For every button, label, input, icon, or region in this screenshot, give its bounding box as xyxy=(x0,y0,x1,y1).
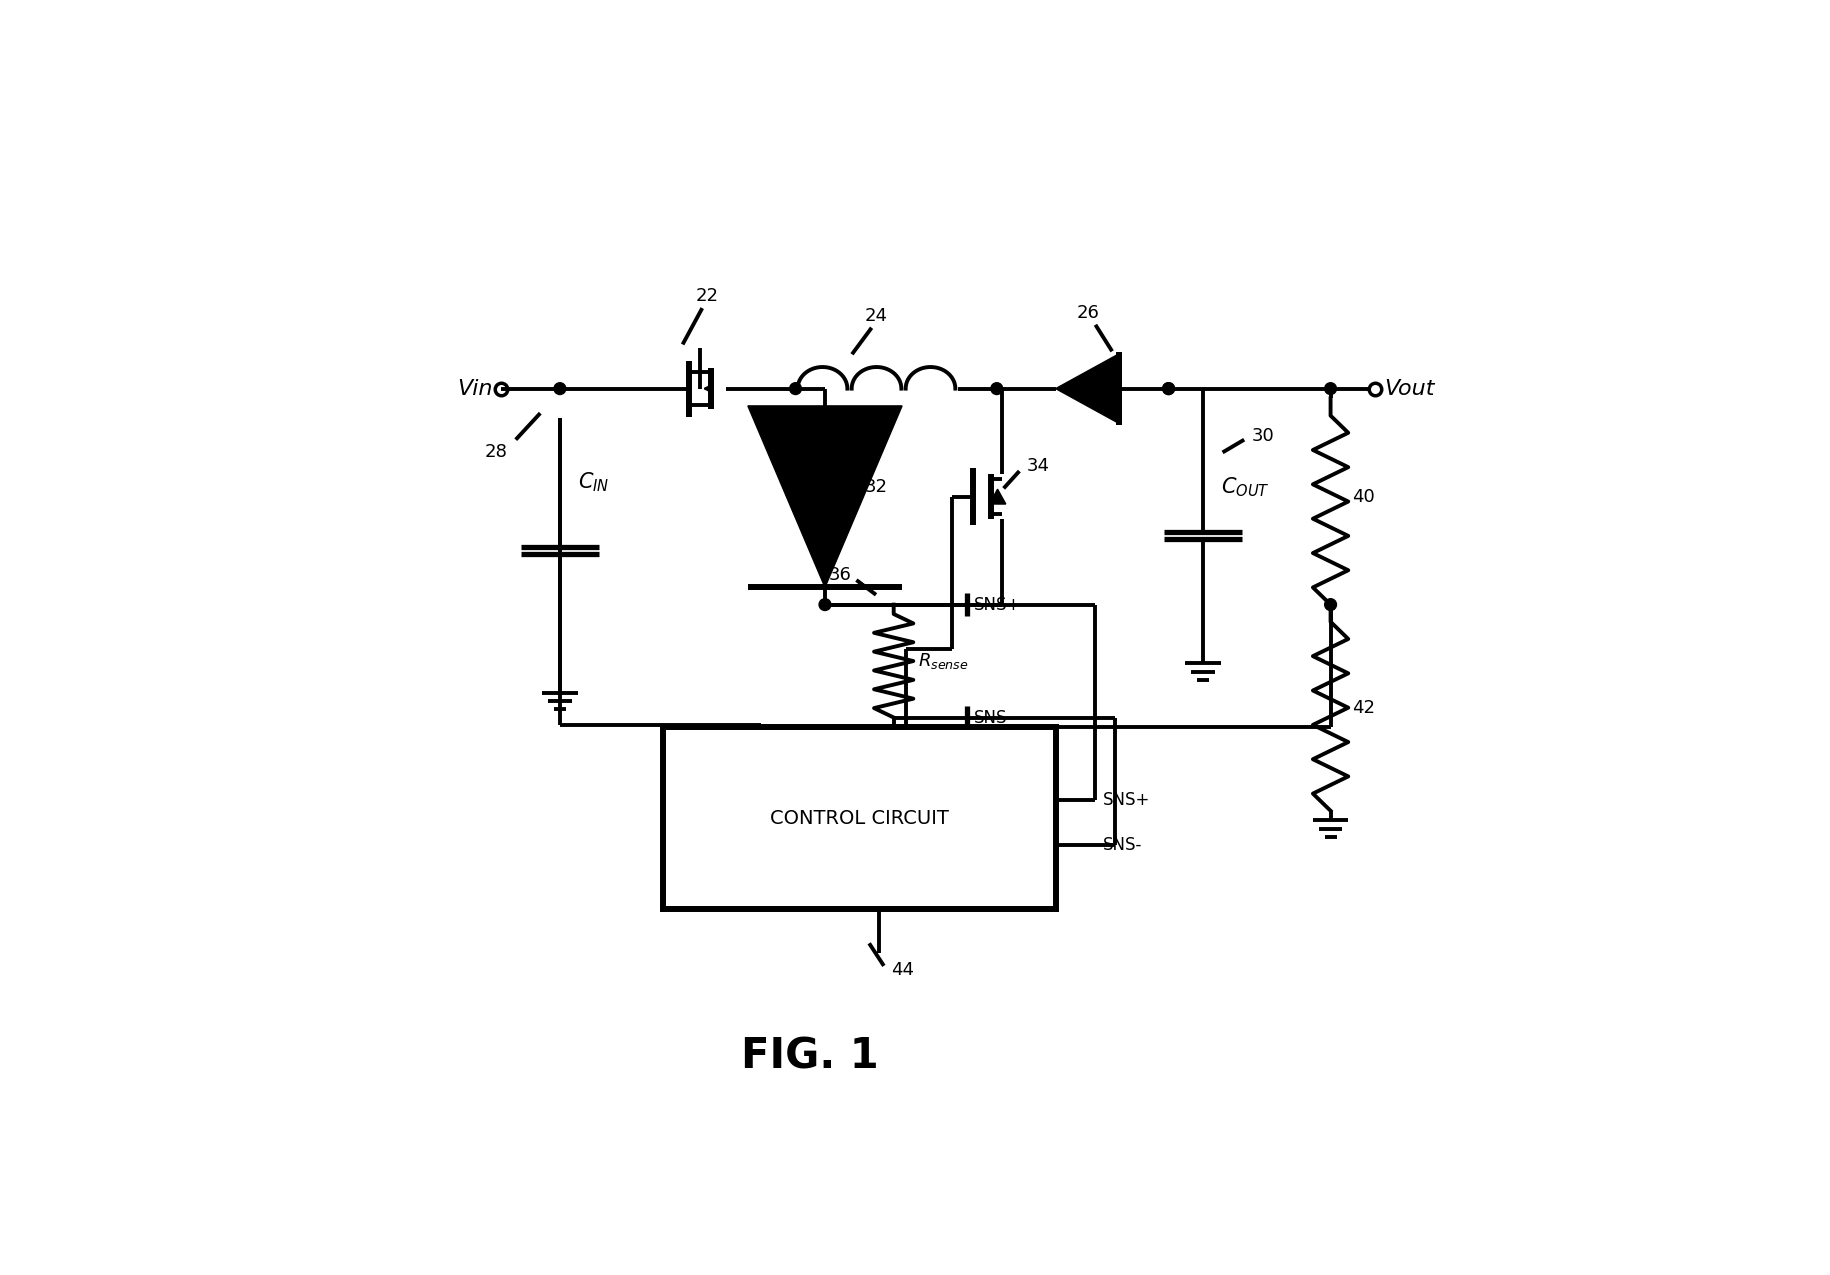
Text: 40: 40 xyxy=(1352,487,1374,506)
Circle shape xyxy=(1162,382,1175,394)
Text: 44: 44 xyxy=(891,961,913,979)
Polygon shape xyxy=(1056,353,1120,423)
Text: 32: 32 xyxy=(864,478,888,496)
Circle shape xyxy=(1162,382,1175,394)
Text: 26: 26 xyxy=(1076,303,1100,321)
Text: 34: 34 xyxy=(1027,458,1049,476)
Circle shape xyxy=(1325,382,1336,394)
Text: SNS+: SNS+ xyxy=(974,595,1021,613)
Circle shape xyxy=(990,382,1003,394)
Text: SNS+: SNS+ xyxy=(1103,790,1151,808)
Text: 30: 30 xyxy=(1252,427,1276,445)
Text: $R_{sense}$: $R_{sense}$ xyxy=(919,652,968,671)
Text: CONTROL CIRCUIT: CONTROL CIRCUIT xyxy=(770,808,948,827)
Circle shape xyxy=(554,382,565,394)
Text: $C_{OUT}$: $C_{OUT}$ xyxy=(1221,476,1270,499)
Circle shape xyxy=(1325,599,1336,611)
Circle shape xyxy=(789,382,802,394)
Text: 36: 36 xyxy=(829,566,851,584)
Text: Vout: Vout xyxy=(1385,379,1435,399)
Text: SNS-: SNS- xyxy=(1103,836,1142,854)
Text: 38: 38 xyxy=(829,738,851,756)
Text: 24: 24 xyxy=(866,307,888,325)
Text: Vin: Vin xyxy=(458,379,492,399)
Text: SNS-: SNS- xyxy=(974,709,1014,727)
Text: $C_{IN}$: $C_{IN}$ xyxy=(578,470,609,493)
Circle shape xyxy=(820,599,831,611)
Text: 42: 42 xyxy=(1352,699,1374,717)
Bar xyxy=(662,727,1056,909)
Text: 22: 22 xyxy=(695,287,719,305)
Polygon shape xyxy=(748,405,902,588)
Text: 28: 28 xyxy=(485,444,507,462)
Polygon shape xyxy=(990,490,1007,504)
Text: FIG. 1: FIG. 1 xyxy=(741,1035,878,1077)
